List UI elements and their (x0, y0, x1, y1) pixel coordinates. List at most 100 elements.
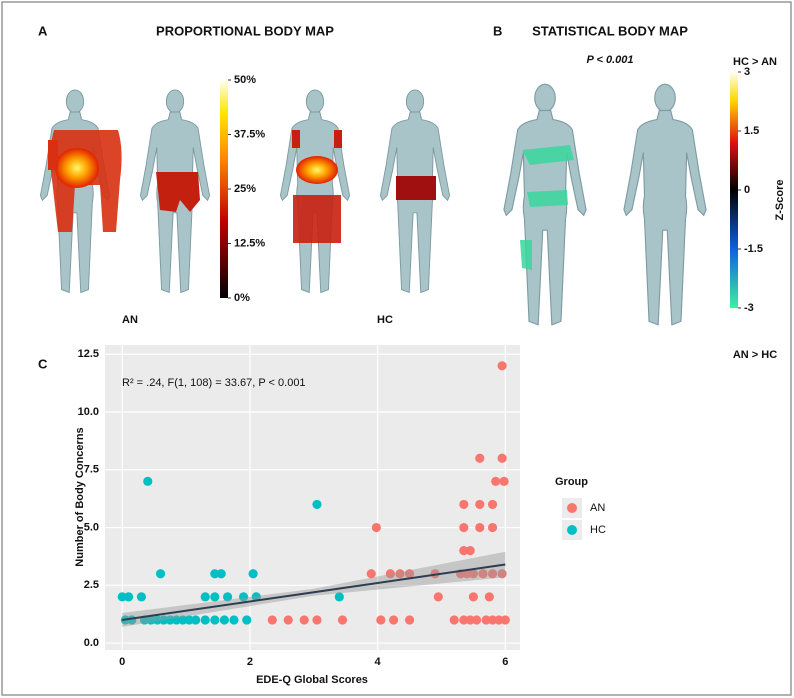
point (251, 592, 261, 602)
x-axis-title: EDE-Q Global Scores (256, 674, 368, 686)
point (468, 569, 478, 579)
x-tick-label: 2 (247, 656, 253, 668)
body-hc-back (379, 89, 451, 293)
point (465, 546, 475, 556)
point (468, 592, 478, 602)
legend-marker (567, 503, 577, 513)
point (385, 569, 395, 579)
plot-background (105, 345, 520, 650)
colorbar-tick-label: 37.5% (234, 128, 265, 140)
point (500, 615, 510, 625)
point (219, 615, 229, 625)
point (459, 499, 469, 510)
point (283, 615, 293, 625)
y-tick-label: 0.0 (84, 637, 99, 649)
panel-title: STATISTICAL BODY MAP (532, 23, 688, 38)
point (171, 615, 182, 625)
group-label: HC (377, 314, 393, 326)
colorbar-tick-label: 50% (234, 74, 256, 86)
point (337, 615, 348, 625)
point (299, 615, 309, 625)
point (155, 569, 166, 579)
point (388, 615, 399, 625)
scale-label: AN > HC (733, 349, 777, 361)
point (376, 615, 386, 625)
point (499, 476, 509, 486)
point (487, 569, 498, 579)
colorbar-tick-label: 12.5% (234, 237, 265, 249)
colorbar-tick-label: 3 (744, 66, 750, 78)
legend-marker (567, 525, 577, 535)
colorbar-tick-label: 1.5 (744, 125, 759, 137)
annotation: R² = .24, F(1, 108) = 33.67, P < 0.001 (122, 377, 306, 389)
colorbar-tick-label: 25% (234, 183, 256, 195)
point (312, 615, 322, 625)
point (238, 592, 249, 602)
panel-label: B (493, 23, 502, 38)
point (334, 592, 344, 602)
point (184, 615, 194, 625)
point (165, 615, 175, 625)
point (152, 615, 162, 625)
point (478, 569, 488, 579)
panel-label: A (38, 23, 48, 38)
y-tick-label: 7.5 (84, 464, 99, 476)
point (487, 522, 498, 533)
point (487, 499, 498, 510)
colorbar-tick-label: 0% (234, 292, 250, 304)
point (222, 592, 233, 602)
point (395, 569, 405, 579)
point (200, 615, 210, 625)
point (497, 453, 507, 463)
point (484, 592, 494, 602)
point (191, 615, 201, 625)
point (371, 522, 381, 533)
point (487, 615, 498, 625)
point (210, 569, 220, 579)
point (462, 569, 472, 579)
point (248, 569, 258, 579)
x-tick-label: 4 (375, 656, 382, 668)
colorbar (730, 72, 738, 308)
y-axis-title: Number of Body Concerns (74, 427, 86, 566)
point (242, 615, 252, 625)
point (210, 592, 220, 602)
point (475, 453, 485, 463)
point (481, 615, 491, 625)
point (267, 615, 277, 625)
colorbar-title: Z-Score (774, 180, 786, 221)
x-tick-label: 0 (119, 656, 125, 668)
group-label: AN (122, 314, 138, 326)
panel-title: PROPORTIONAL BODY MAP (156, 23, 334, 38)
y-tick-label: 2.5 (84, 579, 99, 591)
y-tick-label: 5.0 (84, 521, 99, 533)
p-value: P < 0.001 (587, 54, 634, 66)
point (471, 615, 482, 625)
point (459, 615, 469, 625)
point (366, 569, 376, 579)
point (229, 615, 239, 625)
plot (105, 345, 520, 650)
point (159, 615, 169, 625)
point (433, 592, 443, 602)
scale-label: HC > AN (733, 56, 777, 68)
point (475, 499, 485, 510)
confidence-band (122, 551, 506, 627)
point (497, 361, 507, 371)
point (124, 592, 134, 602)
body-hc-front (279, 89, 351, 293)
y-tick-label: 10.0 (78, 406, 99, 418)
point (216, 569, 226, 579)
y-tick-label: 12.5 (78, 348, 99, 360)
legend-label: HC (590, 524, 606, 536)
point (200, 592, 210, 602)
point (491, 476, 501, 486)
colorbar-tick-label: 0 (744, 184, 750, 196)
point (449, 615, 459, 625)
point (136, 592, 146, 602)
point (143, 476, 153, 486)
point (465, 615, 475, 625)
body-an-back (139, 89, 211, 293)
colorbar-tick-label: -1.5 (744, 243, 763, 255)
